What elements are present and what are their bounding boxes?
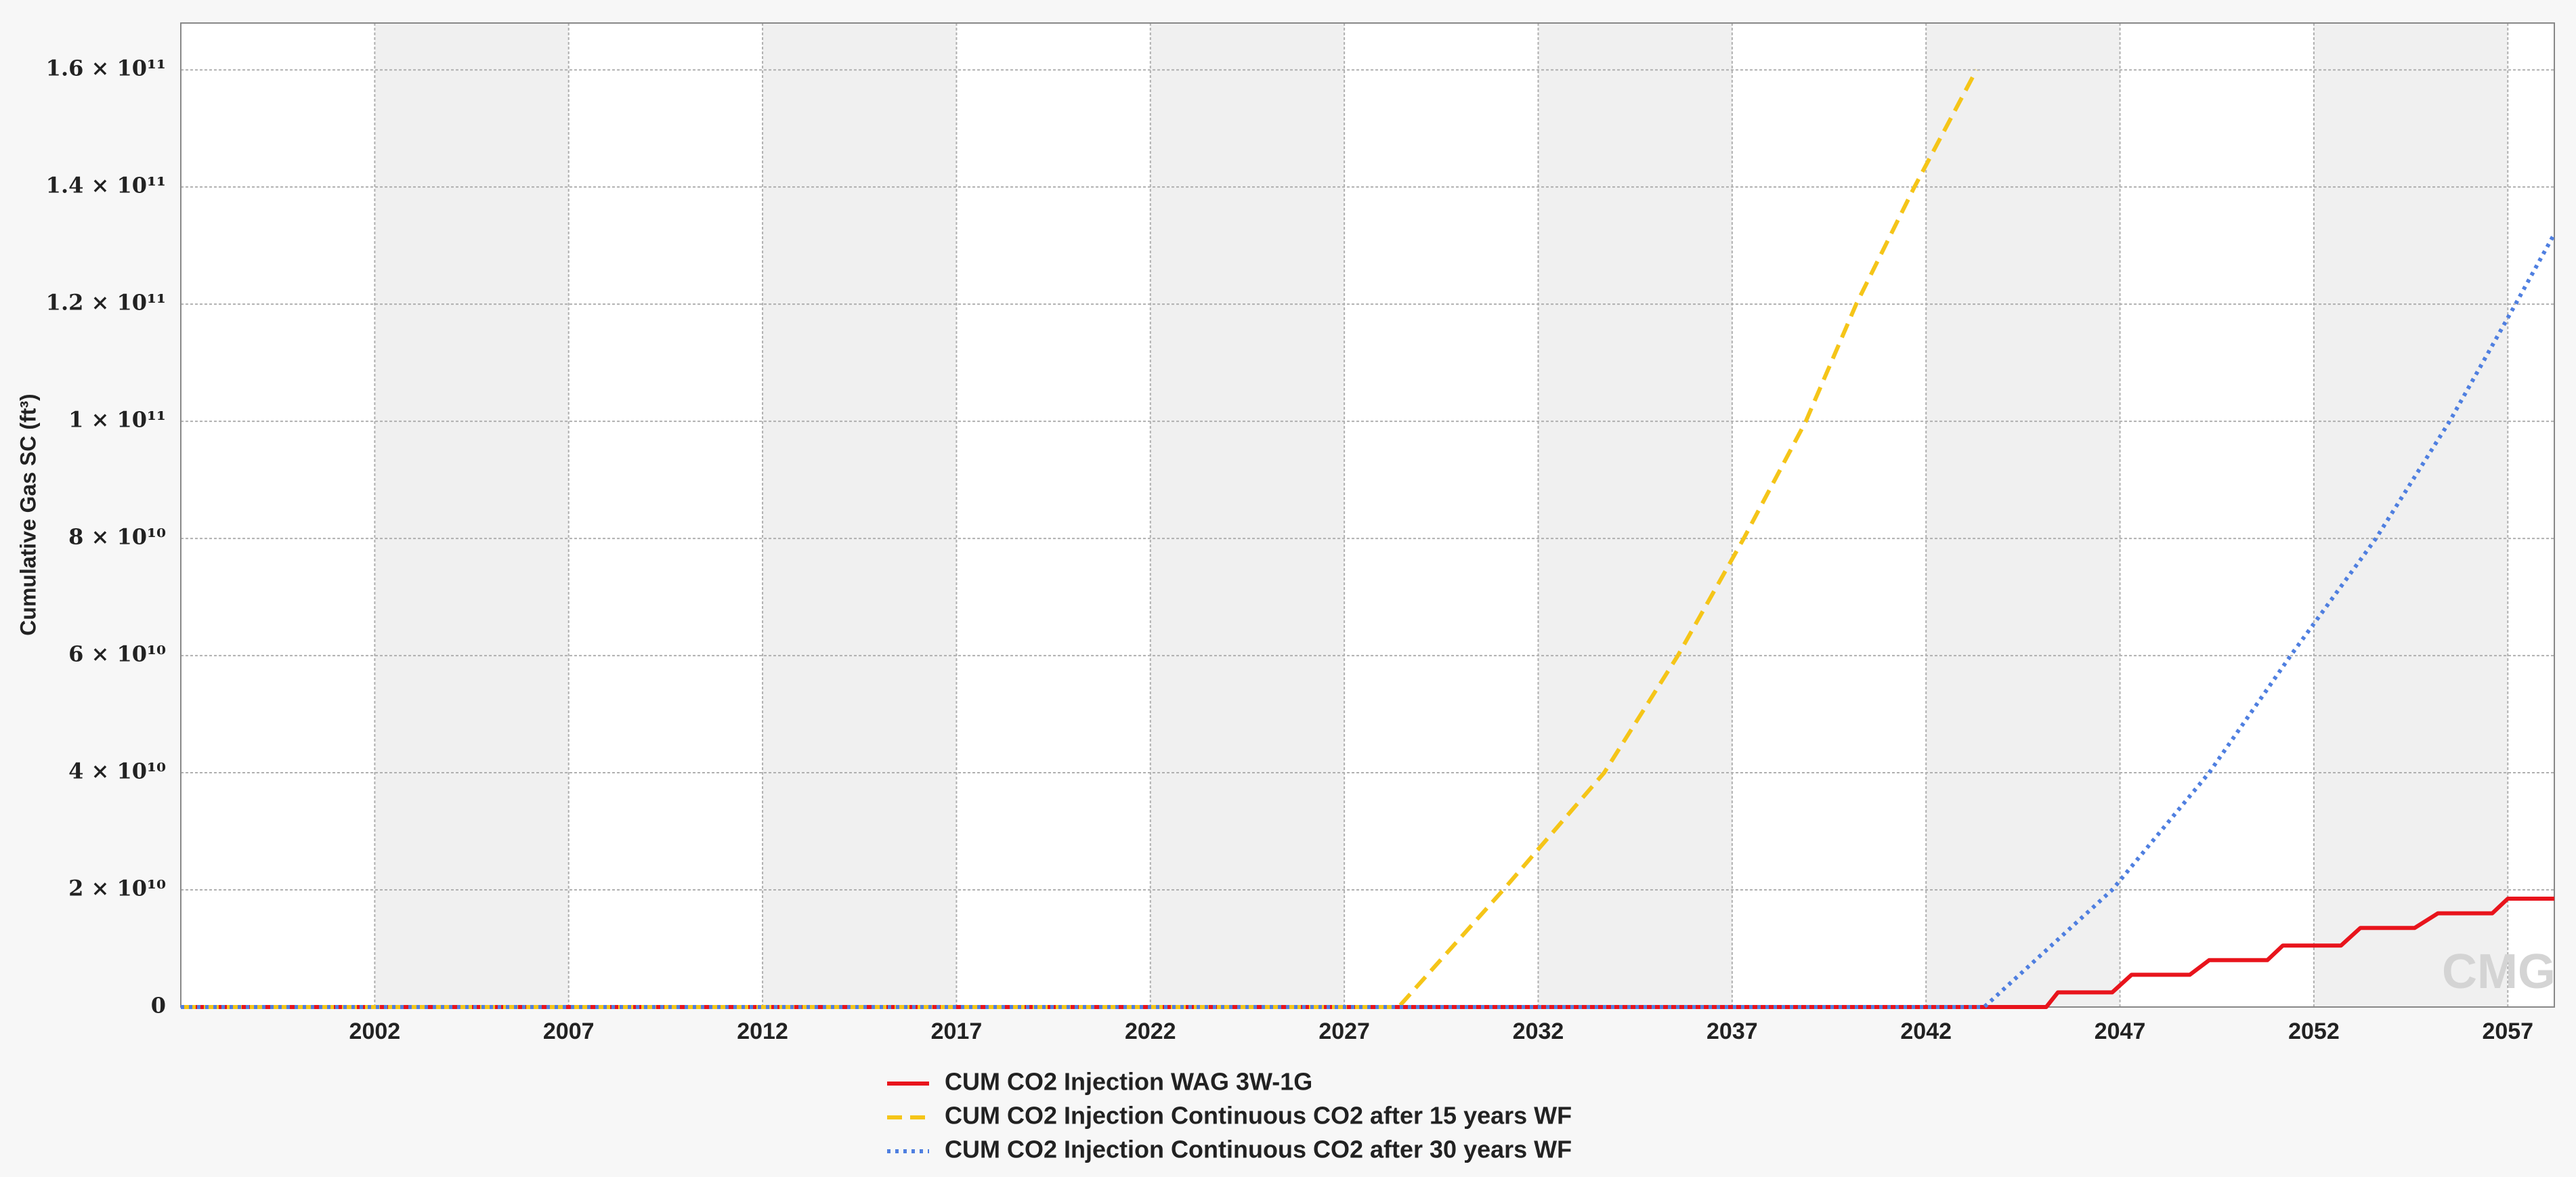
watermark: CMG	[2442, 945, 2556, 999]
x-tick-label: 2002	[349, 1019, 401, 1044]
x-tick-label: 2022	[1125, 1019, 1176, 1044]
x-tick-label: 2027	[1318, 1019, 1370, 1044]
x-tick-label: 2017	[931, 1019, 983, 1044]
legend-label: CUM CO2 Injection Continuous CO2 after 1…	[945, 1102, 1572, 1130]
x-tick-label: 2007	[543, 1019, 595, 1044]
y-tick-label: 2 × 10¹⁰	[68, 876, 166, 901]
x-tick-label: 2052	[2288, 1019, 2340, 1044]
series-line	[181, 68, 1979, 1009]
plot-band	[763, 23, 957, 1007]
y-tick-label: 1.4 × 10¹¹	[46, 173, 166, 198]
x-tick-label: 2047	[2095, 1019, 2146, 1044]
x-tick-label: 2012	[737, 1019, 788, 1044]
y-tick-label: 1 × 10¹¹	[68, 407, 166, 433]
plot-band	[2313, 23, 2508, 1007]
plot-band	[1538, 23, 1732, 1007]
series-line	[181, 897, 2554, 1009]
y-tick-label: 1.2 × 10¹¹	[46, 290, 166, 316]
x-tick-label: 2037	[1706, 1019, 1758, 1044]
y-tick-label: 8 × 10¹⁰	[68, 524, 166, 550]
y-tick-label: 0	[151, 993, 166, 1019]
x-tick-label: 2032	[1513, 1019, 1564, 1044]
y-tick-label: 4 × 10¹⁰	[68, 758, 166, 784]
y-axis-label: Cumulative Gas SC (ft³)	[16, 393, 40, 635]
plot-band	[1150, 23, 1345, 1007]
plot-band	[374, 23, 569, 1007]
legend-label: CUM CO2 Injection Continuous CO2 after 3…	[945, 1136, 1572, 1163]
plot-band	[1926, 23, 2120, 1007]
series-line	[181, 232, 2556, 1009]
y-tick-label: 1.6 × 10¹¹	[46, 56, 166, 81]
x-tick-label: 2057	[2482, 1019, 2533, 1044]
legend-label: CUM CO2 Injection WAG 3W-1G	[945, 1068, 1312, 1096]
y-tick-label: 6 × 10¹⁰	[68, 641, 166, 667]
x-tick-label: 2042	[1900, 1019, 1952, 1044]
